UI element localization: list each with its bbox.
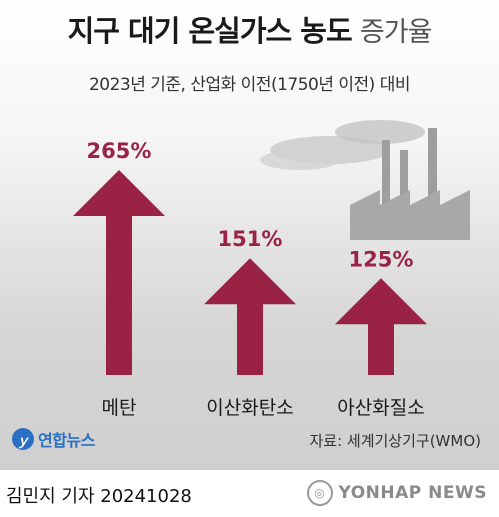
category-label-3: 아산화질소 [337,397,424,419]
value-label-1: 265% [87,139,152,163]
factory-illustration [260,120,470,240]
bar-arrow-3 [335,278,427,375]
logo: ｙ 연합뉴스 [12,427,95,451]
page-subtitle: 2023년 기준, 산업화 이전(1750년 이전) 대비 [88,75,411,95]
category-label-2: 이산화탄소 [206,397,293,419]
category-label-1: 메탄 [102,397,137,419]
footer [0,470,499,517]
bar-arrow-2 [204,258,296,375]
value-label-3: 125% [349,247,414,271]
watermark-icon: ◎ [306,480,333,506]
page-title: 지구 대기 온실가스 농도 증가율 [0,8,499,50]
bars: 265% 메탄 151% 이산화탄소 125% 아산화질소 [73,139,427,419]
credit: 김민지 기자 20241028 [6,486,192,507]
chart: 265% 메탄 151% 이산화탄소 125% 아산화질소 [73,120,470,419]
value-label-2: 151% [218,227,283,251]
bar-arrow-1 [73,170,165,375]
title-light: 증가율 [359,17,433,48]
title-bold: 지구 대기 온실가스 농도 [67,14,353,48]
yonhap-logo-icon: ｙ [12,428,34,450]
source-note: 자료: 세계기상기구(WMO) [309,432,481,450]
watermark-text: YONHAP NEWS [338,483,487,503]
watermark: ◎ YONHAP NEWS [306,480,487,506]
logo-text: 연합뉴스 [38,431,95,450]
